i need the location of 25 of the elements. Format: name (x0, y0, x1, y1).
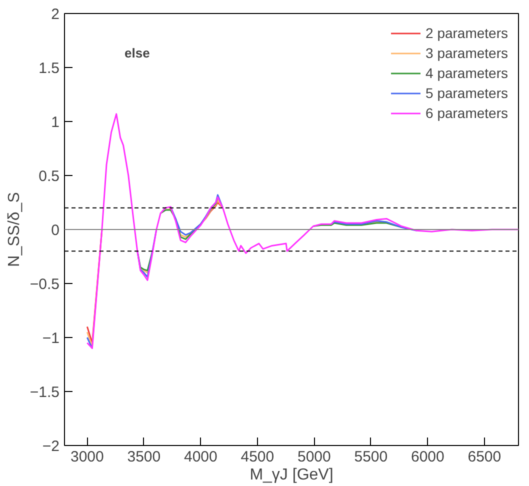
x-tick-label: 4000 (184, 448, 218, 466)
y-axis-title: N_SS/δ_S (6, 192, 23, 267)
y-tick-label: 0.5 (38, 168, 60, 185)
y-tick-label: 1 (51, 114, 60, 131)
x-axis-title: M_γJ [GeV] (250, 466, 334, 484)
legend-label: 6 parameters (426, 105, 508, 121)
x-tick-label: 6500 (468, 448, 502, 466)
x-tick-label: 4500 (240, 448, 274, 466)
legend-label: 2 parameters (426, 25, 508, 41)
x-tick-label: 5000 (298, 448, 331, 466)
y-tick-label: −1.5 (30, 384, 60, 401)
x-tick-label: 3500 (127, 448, 161, 466)
legend-label: 4 parameters (426, 65, 508, 81)
y-tick-label: 2 (51, 6, 60, 23)
y-tick-label: 1.5 (38, 60, 60, 77)
legend-label: 5 parameters (426, 85, 508, 101)
legend-label: 3 parameters (426, 45, 508, 61)
x-tick-label: 5500 (354, 448, 388, 466)
y-tick-label: 0 (51, 222, 60, 239)
y-tick-label: −2 (42, 438, 60, 455)
y-tick-label: −1 (42, 330, 60, 347)
y-tick-label: −0.5 (30, 276, 60, 293)
annotation: else (124, 46, 150, 60)
x-tick-label: 6000 (411, 448, 444, 466)
x-tick-label: 3000 (70, 448, 104, 466)
